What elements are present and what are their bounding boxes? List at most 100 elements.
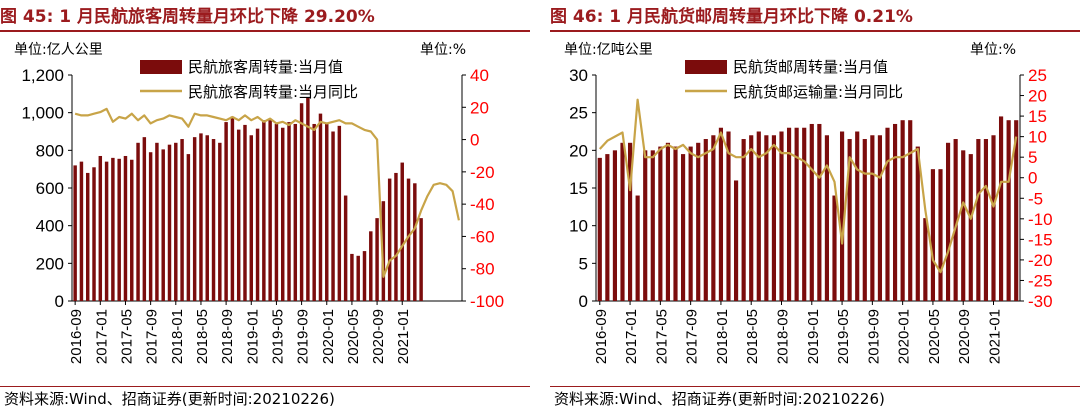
- bar: [998, 116, 1004, 301]
- bar: [123, 155, 128, 301]
- x-tick-label: 2020-09: [370, 309, 387, 364]
- x-tick-label: 2017-05: [118, 309, 135, 364]
- bar: [718, 127, 724, 301]
- left-unit-label: 单位:亿吨公里: [564, 42, 653, 58]
- x-tick-label: 2019-05: [269, 309, 286, 364]
- x-tick-label: 2018-09: [775, 309, 792, 364]
- left-tick-label: 5: [579, 254, 588, 273]
- bar: [764, 135, 769, 301]
- bar: [870, 135, 875, 301]
- yoy-line: [74, 107, 460, 278]
- x-tick-label: 2017-09: [144, 309, 161, 364]
- x-tick-label: 2016-09: [593, 309, 610, 364]
- bar: [375, 218, 379, 301]
- right-tick-label: -20: [470, 163, 495, 182]
- x-tick-label: 2017-01: [623, 309, 640, 364]
- right-tick-label: 0: [470, 131, 479, 150]
- x-tick-label: 2020-01: [896, 309, 913, 364]
- bar: [104, 161, 109, 301]
- figure-46-chart: 单位:亿吨公里 单位:%051015202530-30-25-20-15-10-5…: [564, 42, 1053, 364]
- right-tick-label: 10: [1028, 128, 1047, 147]
- figure-46-panel: 图 46: 1 月民航货邮周转量月环比下降 0.21% 单位:亿吨公里 单位:% 0…: [550, 0, 1080, 410]
- right-tick-label: -60: [470, 227, 495, 246]
- legend-line-label: 民航货邮运输量:当月同比: [733, 83, 903, 101]
- bar: [350, 253, 354, 301]
- bar: [938, 169, 943, 301]
- bar: [192, 137, 197, 301]
- bar: [230, 116, 235, 301]
- x-tick-label: 2016-09: [68, 309, 85, 364]
- right-tick-label: 20: [470, 98, 489, 117]
- left-tick-label: 0: [579, 292, 588, 311]
- bar: [983, 139, 989, 301]
- bar: [293, 123, 298, 301]
- left-unit-label: 单位:亿人公里: [14, 42, 103, 58]
- bar: [945, 142, 951, 301]
- x-tick-label: 2019-09: [865, 309, 882, 364]
- x-tick-label: 2020-05: [926, 309, 943, 364]
- bar: [318, 113, 323, 301]
- bar: [627, 142, 633, 301]
- bar: [142, 137, 147, 301]
- bar: [771, 135, 777, 301]
- x-tick-label: 2018-01: [714, 309, 731, 364]
- x-tick-label: 2019-01: [244, 309, 261, 364]
- left-tick-label: 15: [569, 179, 588, 198]
- bar: [688, 146, 693, 301]
- right-tick-label: 25: [1028, 66, 1047, 85]
- left-tick-label: 800: [36, 141, 64, 160]
- bar: [885, 127, 890, 301]
- bar: [847, 139, 852, 301]
- bar: [148, 152, 153, 301]
- right-tick-label: -5: [1028, 189, 1043, 208]
- right-tick-label: -15: [1028, 230, 1053, 249]
- figure-45-source-rule: [0, 386, 530, 387]
- bar: [635, 195, 640, 301]
- left-tick-label: 400: [36, 217, 64, 236]
- x-tick-label: 2018-01: [169, 309, 186, 364]
- right-tick-label: 0: [1028, 169, 1037, 188]
- left-tick-label: 600: [36, 179, 64, 198]
- figure-45-chart: 单位:亿人公里 单位:%02004006008001,0001,200-100-8…: [14, 42, 504, 364]
- bar: [605, 154, 610, 301]
- bar: [406, 178, 411, 301]
- bar: [161, 149, 165, 301]
- figure-46-title: 图 46: 1 月民航货邮周转量月环比下降 0.21%: [550, 7, 913, 27]
- bar: [794, 127, 799, 301]
- yoy-line: [598, 98, 1018, 274]
- bar: [802, 127, 807, 301]
- bar: [186, 154, 191, 301]
- bar: [255, 128, 260, 301]
- bar: [839, 131, 845, 301]
- bar: [218, 142, 222, 301]
- bar: [268, 120, 272, 301]
- x-tick-label: 2019-01: [805, 309, 822, 364]
- bar: [862, 139, 867, 301]
- figure-46-title-rule: [550, 30, 1080, 32]
- bar: [155, 142, 159, 301]
- x-tick-label: 2021-01: [395, 309, 412, 364]
- bar: [923, 218, 928, 301]
- x-tick-label: 2019-09: [295, 309, 312, 364]
- bar: [968, 154, 973, 301]
- right-tick-label: -40: [470, 195, 495, 214]
- bar: [892, 123, 898, 301]
- bar: [665, 142, 671, 301]
- bar: [199, 133, 203, 301]
- bar: [287, 122, 291, 301]
- bar: [98, 155, 103, 301]
- bar: [991, 135, 996, 301]
- x-tick-label: 2020-01: [320, 309, 337, 364]
- left-tick-label: 200: [36, 254, 64, 273]
- bar: [976, 139, 981, 301]
- bar: [908, 120, 913, 301]
- bar: [620, 142, 625, 301]
- bar: [650, 150, 655, 301]
- right-tick-label: -80: [470, 260, 495, 279]
- bar: [262, 120, 266, 301]
- bar: [343, 195, 348, 301]
- left-tick-label: 20: [569, 141, 588, 160]
- right-tick-label: -100: [470, 292, 504, 311]
- figure-45-title: 图 45: 1 月民航旅客周转量月环比下降 29.20%: [0, 7, 375, 27]
- bar: [900, 120, 905, 301]
